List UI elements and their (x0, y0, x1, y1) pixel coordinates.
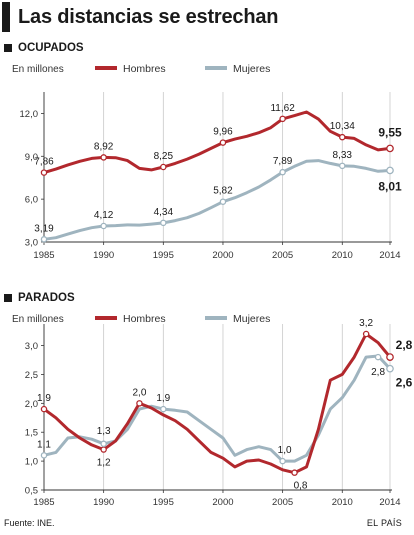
y-tick-label: 2,5 (25, 370, 38, 381)
title-marker (2, 2, 10, 32)
y-tick-label: 2,0 (25, 399, 38, 410)
data-point (291, 469, 298, 476)
legend-label: Hombres (123, 313, 166, 325)
data-label: 1,9 (37, 393, 51, 404)
data-point (160, 405, 167, 413)
data-label: 1,9 (156, 393, 170, 404)
y-tick-label: 3,0 (25, 238, 38, 249)
data-point (386, 364, 394, 373)
data-label: 1,2 (97, 458, 111, 469)
x-tick-label: 2014 (379, 497, 400, 508)
data-point (279, 115, 286, 123)
data-label: 4,12 (94, 210, 114, 221)
data-label: 8,25 (154, 151, 174, 162)
y-tick-label: 1,0 (25, 457, 38, 468)
data-label: 10,34 (330, 121, 355, 132)
square-bullet-icon (4, 294, 12, 302)
y-tick-label: 6,0 (25, 195, 38, 206)
data-point (219, 139, 227, 146)
data-point (100, 440, 107, 448)
data-point (40, 236, 48, 243)
data-point (339, 162, 346, 170)
legend-label: Mujeres (233, 63, 270, 75)
x-tick-label: 1990 (93, 497, 114, 508)
data-label: 2,8 (371, 367, 385, 378)
unit-label: En millones (12, 314, 64, 325)
data-point (100, 222, 107, 230)
data-label: 7,89 (273, 156, 293, 167)
x-tick-label: 2000 (212, 250, 233, 261)
data-point (40, 452, 48, 459)
y-tick-label: 12,0 (20, 109, 39, 120)
chart-title: Las distancias se estrechan (18, 5, 279, 28)
source-note: Fuente: INE. (4, 518, 55, 528)
data-label: 3,2 (359, 318, 373, 329)
x-tick-label: 2014 (379, 250, 400, 261)
data-point (362, 330, 370, 338)
data-label: 2,8 (396, 338, 413, 352)
x-tick-label: 1995 (153, 250, 174, 261)
data-label: 2,0 (132, 387, 146, 398)
x-tick-label: 2005 (272, 497, 293, 508)
data-point (279, 457, 286, 465)
data-point (219, 198, 227, 205)
data-label: 8,92 (94, 141, 114, 152)
data-label: 2,6 (396, 376, 413, 390)
title-bar: Las distancias se estrechan (0, 0, 414, 34)
data-point (386, 166, 394, 175)
y-tick-label: 1,5 (25, 428, 38, 439)
section-title-ocupados: OCUPADOS (18, 42, 84, 54)
x-tick-label: 2010 (332, 497, 353, 508)
data-point (374, 353, 382, 361)
data-point (279, 168, 286, 176)
chart-parados: En millones Hombres Mujeres 0,5 1,0 1,5 2,0 2,5… (12, 313, 413, 508)
data-label: 8,33 (333, 150, 353, 161)
data-point (40, 405, 48, 413)
data-label: 9,96 (213, 127, 233, 138)
data-label: 1,0 (278, 445, 292, 456)
legend-label: Hombres (123, 63, 166, 75)
data-point (136, 400, 143, 407)
x-tick-label: 1995 (153, 497, 174, 508)
x-tick-label: 2000 (212, 497, 233, 508)
section-parados: PARADOS (4, 292, 75, 304)
data-point (40, 169, 48, 176)
x-tick-label: 1985 (33, 497, 54, 508)
data-label: 4,34 (154, 207, 174, 218)
x-tick-label: 1985 (33, 250, 54, 261)
data-label: 5,82 (213, 186, 233, 197)
data-point (386, 144, 394, 153)
data-label: 1,3 (97, 426, 111, 437)
y-tick-label: 3,0 (25, 341, 38, 352)
chart-ocupados: En millones Hombres Mujeres 3,0 6,0 9,0 12,0 19… (12, 63, 402, 261)
data-label: 9,55 (378, 125, 402, 139)
y-tick-label: 9,0 (25, 152, 38, 163)
unit-label: En millones (12, 64, 64, 75)
data-point (160, 163, 167, 171)
section-title-parados: PARADOS (18, 292, 75, 304)
square-bullet-icon (4, 44, 12, 52)
brand-logo-text: EL PAÍS (366, 518, 402, 528)
data-label: 7,86 (34, 157, 54, 168)
data-label: 11,62 (270, 103, 295, 114)
data-point (100, 446, 107, 453)
y-tick-label: 0,5 (25, 486, 38, 497)
series-line-mujeres (42, 159, 392, 241)
data-point (100, 154, 107, 161)
x-tick-label: 2005 (272, 250, 293, 261)
data-point (386, 353, 394, 361)
data-label: 0,8 (294, 481, 308, 492)
x-tick-label: 2010 (332, 250, 353, 261)
data-label: 3,19 (34, 223, 54, 234)
data-label: 8,01 (378, 179, 402, 193)
data-point (339, 133, 346, 141)
x-tick-label: 1990 (93, 250, 114, 261)
section-ocupados: OCUPADOS (4, 42, 84, 54)
legend-label: Mujeres (233, 313, 270, 325)
data-point (160, 219, 167, 227)
data-label: 1,1 (37, 439, 51, 450)
